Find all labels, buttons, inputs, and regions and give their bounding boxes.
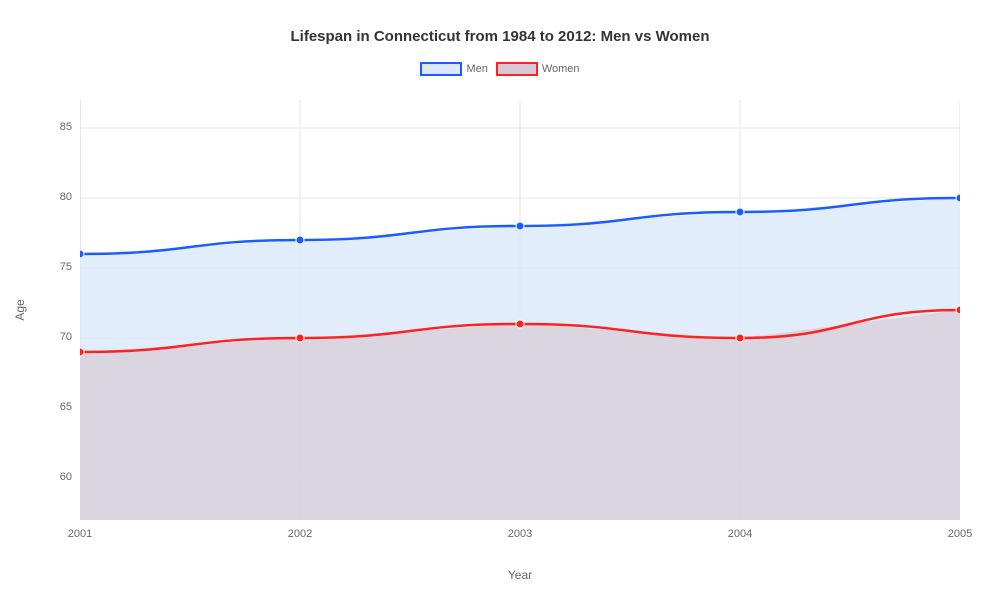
y-tick-label: 75 — [60, 261, 72, 273]
x-tick-label: 2004 — [728, 528, 752, 540]
legend-label-women: Women — [542, 63, 580, 75]
chart-svg — [80, 100, 960, 520]
x-axis-label: Year — [508, 568, 532, 582]
chart-title: Lifespan in Connecticut from 1984 to 201… — [0, 28, 1000, 45]
x-tick-label: 2005 — [948, 528, 972, 540]
y-tick-label: 60 — [60, 471, 72, 483]
legend-swatch-women — [496, 62, 538, 76]
plot-area — [80, 100, 960, 520]
legend-item-men: Men — [420, 62, 487, 76]
x-tick-label: 2003 — [508, 528, 532, 540]
chart-container: Lifespan in Connecticut from 1984 to 201… — [0, 0, 1000, 600]
legend-item-women: Women — [496, 62, 580, 76]
y-tick-label: 70 — [60, 331, 72, 343]
legend-swatch-men — [420, 62, 462, 76]
legend: Men Women — [0, 62, 1000, 76]
x-tick-label: 2002 — [288, 528, 312, 540]
legend-label-men: Men — [466, 63, 487, 75]
y-tick-label: 85 — [60, 121, 72, 133]
x-tick-label: 2001 — [68, 528, 92, 540]
y-axis-label: Age — [13, 299, 27, 320]
y-tick-label: 65 — [60, 401, 72, 413]
y-tick-label: 80 — [60, 191, 72, 203]
